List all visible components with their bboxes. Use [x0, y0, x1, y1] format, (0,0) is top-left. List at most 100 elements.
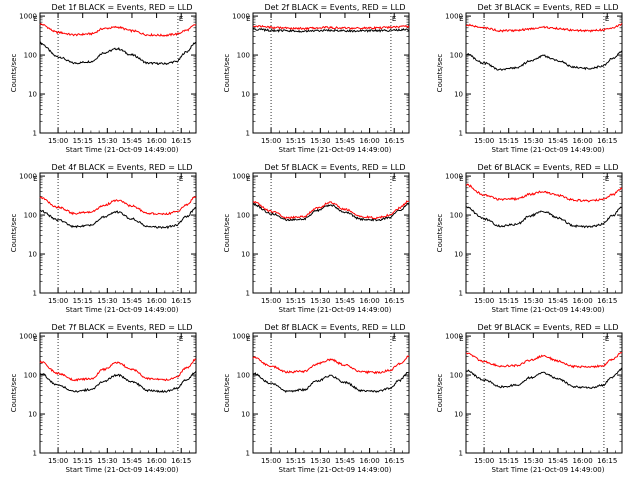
x-tick-label: 15:45: [122, 137, 142, 145]
marker-label-right: E: [392, 15, 396, 23]
x-tick-label: 16:15: [597, 297, 617, 305]
x-tick-label: 15:00: [474, 297, 494, 305]
y-tick-label: 1000: [445, 173, 463, 181]
y-tick-label: 1: [459, 130, 463, 138]
x-tick-label: 15:15: [286, 457, 306, 465]
x-tick-label: 15:30: [97, 457, 117, 465]
x-tick-label: 15:00: [261, 457, 281, 465]
y-axis-label: Counts/sec: [10, 214, 18, 253]
x-tick-label: 16:15: [384, 457, 404, 465]
series-line-events: [39, 206, 197, 230]
x-tick-label: 15:15: [499, 297, 519, 305]
x-tick-label: 15:45: [548, 297, 568, 305]
panel-title: Det 5f BLACK = Events, RED = LLD: [264, 163, 405, 172]
marker-label-right: E: [179, 15, 183, 23]
panel-title: Det 6f BLACK = Events, RED = LLD: [477, 163, 618, 172]
marker-label-right: E: [605, 175, 609, 183]
x-tick-label: 16:00: [146, 137, 166, 145]
x-tick-label: 15:30: [523, 457, 543, 465]
marker-label-left: E: [246, 15, 250, 23]
x-tick-label: 15:30: [97, 297, 117, 305]
marker-label-left: E: [246, 175, 250, 183]
x-tick-label: 15:00: [261, 137, 281, 145]
x-tick-label: 15:00: [48, 137, 68, 145]
x-tick-label: 15:30: [310, 137, 330, 145]
y-tick-label: 1000: [232, 173, 250, 181]
x-tick-label: 15:45: [335, 297, 355, 305]
x-tick-label: 15:15: [73, 457, 93, 465]
marker-label-right: E: [179, 335, 183, 343]
plot-frame: [465, 332, 623, 454]
y-tick-label: 100: [24, 212, 37, 220]
plot-frame: [252, 12, 410, 134]
y-tick-label: 1000: [232, 13, 250, 21]
marker-label-left: E: [459, 335, 463, 343]
y-tick-label: 10: [28, 411, 37, 419]
x-tick-label: 16:00: [359, 297, 379, 305]
x-tick-label: 16:15: [597, 137, 617, 145]
x-tick-label: 15:30: [523, 137, 543, 145]
x-tick-label: 16:00: [359, 457, 379, 465]
x-tick-label: 16:00: [359, 137, 379, 145]
marker-label-right: E: [392, 175, 396, 183]
x-axis-label: Start Time (21-Oct-09 14:49:00): [66, 466, 179, 474]
x-tick-label: 15:45: [122, 297, 142, 305]
x-tick-label: 15:15: [73, 137, 93, 145]
y-axis-label: Counts/sec: [436, 374, 444, 413]
series-line-lld: [252, 355, 410, 375]
marker-label-left: E: [246, 335, 250, 343]
marker-label-left: E: [459, 175, 463, 183]
x-tick-label: 15:15: [286, 297, 306, 305]
x-axis-label: Start Time (21-Oct-09 14:49:00): [492, 146, 605, 154]
panel-det-6: Det 6f BLACK = Events, RED = LLD 1 10 100 10…: [436, 163, 623, 314]
plot-frame: [39, 12, 197, 134]
y-axis-label: Counts/sec: [223, 374, 231, 413]
y-tick-label: 100: [237, 372, 250, 380]
x-tick-label: 15:15: [499, 457, 519, 465]
panel-title: Det 1f BLACK = Events, RED = LLD: [51, 3, 192, 12]
series-line-lld: [465, 183, 623, 203]
x-axis-label: Start Time (21-Oct-09 14:49:00): [279, 466, 392, 474]
marker-label-left: E: [33, 335, 37, 343]
panel-det-1: Det 1f BLACK = Events, RED = LLD 1 10 100 10…: [10, 3, 197, 154]
y-tick-label: 100: [24, 52, 37, 60]
y-tick-label: 100: [237, 212, 250, 220]
y-tick-label: 100: [24, 372, 37, 380]
y-tick-label: 1000: [232, 333, 250, 341]
x-tick-label: 15:00: [48, 457, 68, 465]
x-tick-label: 15:45: [335, 137, 355, 145]
x-tick-label: 15:30: [523, 297, 543, 305]
series-line-events: [252, 372, 409, 393]
y-tick-label: 10: [241, 91, 250, 99]
y-tick-label: 10: [241, 251, 250, 259]
x-tick-label: 16:15: [171, 137, 191, 145]
panel-det-5: Det 5f BLACK = Events, RED = LLD 1 10 100 10…: [223, 163, 410, 314]
y-tick-label: 1: [33, 450, 37, 458]
x-tick-label: 15:30: [97, 137, 117, 145]
x-tick-label: 16:00: [572, 297, 592, 305]
x-axis-label: Start Time (21-Oct-09 14:49:00): [279, 306, 392, 314]
y-tick-label: 1: [459, 450, 463, 458]
series-line-events: [252, 202, 410, 222]
y-tick-label: 1: [33, 130, 37, 138]
y-tick-label: 100: [450, 212, 463, 220]
x-tick-label: 16:00: [572, 457, 592, 465]
y-tick-label: 1: [246, 130, 250, 138]
panel-det-7: Det 7f BLACK = Events, RED = LLD 1 10 100 10…: [10, 323, 197, 474]
y-tick-label: 100: [450, 52, 463, 60]
y-tick-label: 1000: [19, 13, 37, 21]
x-tick-label: 15:45: [548, 457, 568, 465]
x-tick-label: 16:15: [171, 457, 191, 465]
y-tick-label: 1000: [445, 333, 463, 341]
x-axis-label: Start Time (21-Oct-09 14:49:00): [66, 146, 179, 154]
panel-title: Det 3f BLACK = Events, RED = LLD: [477, 3, 618, 12]
panel-title: Det 8f BLACK = Events, RED = LLD: [264, 323, 405, 332]
x-axis-label: Start Time (21-Oct-09 14:49:00): [492, 306, 605, 314]
x-tick-label: 15:45: [335, 457, 355, 465]
y-tick-label: 10: [241, 411, 250, 419]
y-tick-label: 100: [237, 52, 250, 60]
plot-frame: [39, 172, 197, 294]
y-tick-label: 1000: [19, 333, 37, 341]
series-line-lld: [39, 196, 197, 216]
